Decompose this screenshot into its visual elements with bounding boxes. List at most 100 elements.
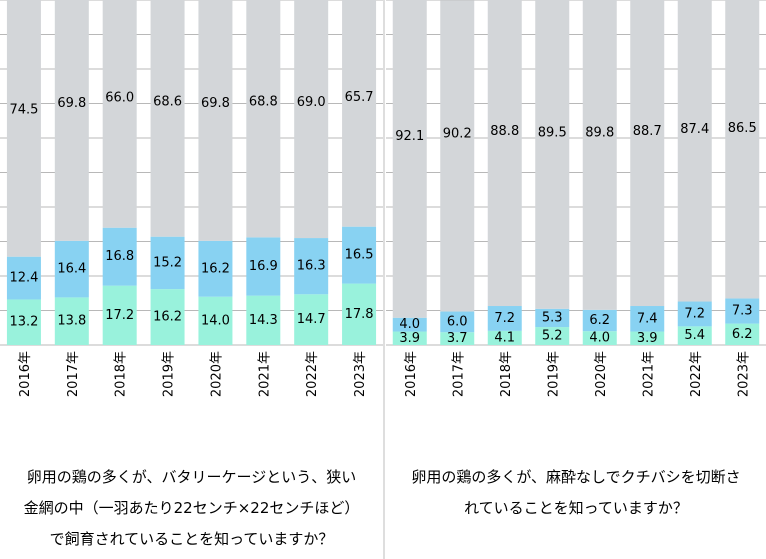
bar-segment <box>246 295 281 345</box>
data-label: 88.7 <box>633 124 662 139</box>
bar-segment <box>294 0 329 239</box>
data-label: 65.7 <box>345 90 374 105</box>
data-label: 87.4 <box>680 122 709 137</box>
data-label: 68.8 <box>249 95 278 110</box>
bar-segment <box>725 323 760 345</box>
data-label: 69.8 <box>201 96 230 111</box>
bar-segment <box>150 236 185 290</box>
bar-segment <box>342 226 377 284</box>
x-tick-label: 2022年 <box>689 351 704 397</box>
data-label: 4.0 <box>399 317 420 332</box>
x-tick-label: 2021年 <box>257 351 272 397</box>
bar-segment <box>677 0 712 302</box>
data-label: 5.4 <box>684 328 705 343</box>
data-label: 16.9 <box>249 259 278 274</box>
data-label: 14.0 <box>201 313 230 328</box>
data-label: 4.0 <box>589 331 610 346</box>
data-label: 16.8 <box>105 249 134 264</box>
data-label: 69.8 <box>57 96 86 111</box>
bar-segment <box>487 0 522 307</box>
data-label: 6.2 <box>589 313 610 328</box>
data-label: 17.2 <box>105 308 134 323</box>
x-tick-label: 2019年 <box>546 351 561 397</box>
bar-segment <box>535 308 570 328</box>
bar-segment <box>342 283 377 345</box>
data-label: 7.2 <box>684 306 705 321</box>
caption-line: で飼育されていることを知っていますか？ <box>49 530 334 548</box>
data-label: 68.6 <box>153 94 182 109</box>
x-tick-label: 2018年 <box>114 351 129 397</box>
data-label: 13.8 <box>57 314 86 329</box>
bar-segment <box>102 227 137 286</box>
bar-segment <box>198 296 233 345</box>
bar-segment <box>6 0 41 257</box>
question-caption-right: 卵用の鶏の多くが、麻酔なしでクチバシを切断さ れていることを知っていますか？ <box>386 462 766 524</box>
bar-segment <box>440 332 475 345</box>
bar-segment <box>198 240 233 297</box>
data-label: 86.5 <box>728 121 757 136</box>
data-label: 16.3 <box>297 259 326 274</box>
bar-segment <box>535 0 570 309</box>
bar-segment <box>677 326 712 345</box>
bar-segment <box>582 0 617 310</box>
bar-segment <box>630 0 665 307</box>
bar-segment <box>582 331 617 345</box>
x-tick-label: 2022年 <box>305 351 320 397</box>
bar-segment <box>54 240 89 298</box>
bar-segment <box>392 317 427 332</box>
data-label: 88.8 <box>490 124 519 139</box>
x-tick-label: 2021年 <box>641 351 656 397</box>
caption-line: れていることを知っていますか？ <box>464 499 688 517</box>
bar-segment <box>392 331 427 345</box>
data-labels: 13.2 12.4 74.5 13.8 16.4 69.8 17.2 16.8 66.0 16.2… <box>9 90 756 346</box>
x-tick-label: 2016年 <box>404 351 419 397</box>
data-label: 13.2 <box>9 315 38 330</box>
data-label: 14.7 <box>297 312 326 327</box>
bar-segment <box>630 306 665 332</box>
data-label: 16.2 <box>153 310 182 325</box>
data-label: 14.3 <box>249 313 278 328</box>
bar-segment <box>6 256 41 300</box>
data-label: 15.2 <box>153 255 182 270</box>
bar-segment <box>342 0 377 227</box>
caption-line: 金網の中（一羽あたり22センチ×22センチほど） <box>23 499 360 517</box>
x-tick-labels: 2016年 2017年 2018年 2019年 2020年 2021年 2022年 2023年… <box>18 351 751 397</box>
x-tick-label: 2018年 <box>499 351 514 397</box>
bar-segment <box>246 237 281 296</box>
data-label: 5.3 <box>542 310 563 325</box>
bar-segment <box>294 294 329 345</box>
bar-segment <box>392 0 427 318</box>
data-label: 92.1 <box>395 129 424 144</box>
bar-segment <box>294 238 329 295</box>
x-tick-label: 2020年 <box>209 351 224 397</box>
x-tick-label: 2023年 <box>736 351 751 397</box>
x-tick-label: 2023年 <box>353 351 368 397</box>
data-label: 17.8 <box>345 307 374 322</box>
bar-segment <box>487 306 522 331</box>
data-label: 16.4 <box>57 262 86 277</box>
data-label: 12.4 <box>9 271 38 286</box>
bar-segment <box>440 311 475 333</box>
bar-segment <box>630 331 665 345</box>
bar-segment <box>725 0 760 299</box>
data-label: 74.5 <box>9 103 38 118</box>
data-label: 5.2 <box>542 329 563 344</box>
data-label: 7.4 <box>637 311 658 326</box>
caption-line: 卵用の鶏の多くが、麻酔なしでクチバシを切断さ <box>411 468 741 486</box>
data-label: 3.7 <box>447 331 468 346</box>
x-tick-label: 2020年 <box>594 351 609 397</box>
bar-segment <box>102 0 137 228</box>
data-label: 66.0 <box>105 90 134 105</box>
question-caption-left: 卵用の鶏の多くが、バタリーケージという、狭い 金網の中（一羽あたり22センチ×2… <box>0 462 383 555</box>
bar-segment <box>440 0 475 312</box>
data-label: 3.9 <box>637 331 658 346</box>
bar-segment <box>54 297 89 345</box>
bar-segment <box>487 330 522 345</box>
data-label: 16.5 <box>345 248 374 263</box>
data-label: 69.0 <box>297 95 326 110</box>
bar-segment <box>150 0 185 237</box>
data-label: 89.8 <box>585 126 614 141</box>
bar-segment <box>150 289 185 345</box>
bar-segment <box>102 285 137 345</box>
